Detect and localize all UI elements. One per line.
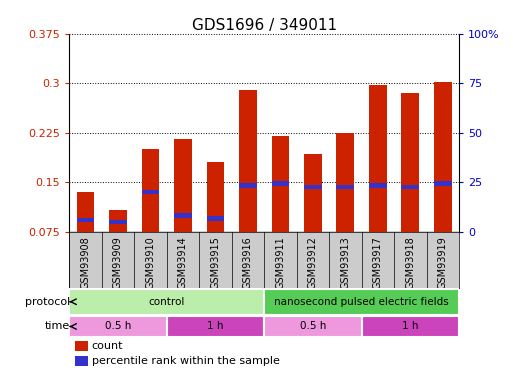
Text: GSM93916: GSM93916 (243, 236, 253, 289)
Text: time: time (45, 321, 70, 332)
Bar (109, 219, 127, 224)
Text: GSM93914: GSM93914 (178, 236, 188, 289)
Bar (402, 184, 419, 189)
Text: GSM93919: GSM93919 (438, 236, 448, 289)
Bar (369, 85, 387, 232)
Bar (369, 183, 387, 188)
Bar (207, 162, 224, 232)
Bar (142, 149, 160, 232)
Bar (174, 140, 192, 232)
Bar (402, 93, 419, 232)
Text: 1 h: 1 h (207, 321, 224, 332)
Bar (264, 316, 362, 338)
Text: GSM93913: GSM93913 (341, 236, 350, 289)
Bar (271, 181, 289, 186)
Bar (109, 210, 127, 232)
Text: control: control (149, 297, 185, 307)
Bar (337, 184, 354, 189)
Bar (69, 316, 167, 338)
Text: nanosecond pulsed electric fields: nanosecond pulsed electric fields (274, 297, 449, 307)
Bar (271, 136, 289, 232)
Bar (76, 192, 94, 232)
Text: GSM93909: GSM93909 (113, 236, 123, 289)
Bar (337, 133, 354, 232)
Text: GSM93915: GSM93915 (210, 236, 221, 289)
Bar (174, 213, 192, 217)
Text: GSM93910: GSM93910 (146, 236, 155, 289)
Bar (75, 341, 88, 351)
Bar (239, 183, 257, 188)
Bar (304, 154, 322, 232)
Title: GDS1696 / 349011: GDS1696 / 349011 (192, 18, 337, 33)
Text: protocol: protocol (25, 297, 70, 307)
Bar (434, 82, 452, 232)
Text: GSM93912: GSM93912 (308, 236, 318, 289)
Text: GSM93917: GSM93917 (373, 236, 383, 289)
Bar (264, 289, 459, 315)
Text: GSM93918: GSM93918 (405, 236, 416, 289)
Bar (304, 184, 322, 189)
Text: 0.5 h: 0.5 h (105, 321, 131, 332)
Text: GSM93908: GSM93908 (81, 236, 90, 289)
Bar (434, 181, 452, 186)
Text: GSM93911: GSM93911 (275, 236, 285, 289)
Text: count: count (92, 341, 123, 351)
Bar (239, 90, 257, 232)
Bar (362, 316, 459, 338)
Bar (142, 190, 160, 195)
Text: 0.5 h: 0.5 h (300, 321, 326, 332)
Bar (167, 316, 264, 338)
Bar (69, 289, 264, 315)
Text: percentile rank within the sample: percentile rank within the sample (92, 356, 280, 366)
Bar (75, 356, 88, 366)
Text: 1 h: 1 h (402, 321, 419, 332)
Bar (207, 216, 224, 221)
Bar (76, 217, 94, 222)
